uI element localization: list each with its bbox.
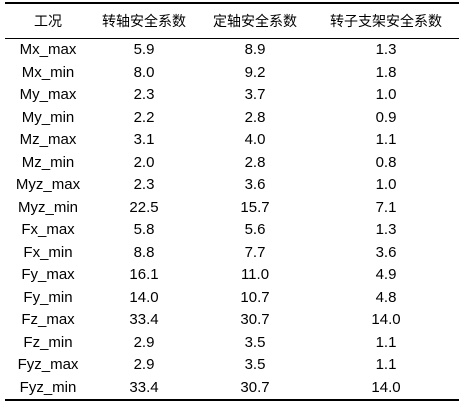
- cell-rotating-shaft-factor: 8.8: [133, 243, 155, 261]
- cell-load-case: Mx_max: [19, 41, 77, 59]
- cell-fixed-shaft-factor: 3.7: [244, 86, 266, 104]
- table-row: Mz_min 2.0 2.8 0.8: [5, 152, 459, 175]
- table-row: My_max 2.3 3.7 1.0: [5, 84, 459, 107]
- cell-rotor-bracket-factor: 1.0: [375, 86, 397, 104]
- cell-load-case: Fyz_min: [19, 378, 77, 396]
- cell-fixed-shaft-factor: 4.0: [244, 131, 266, 149]
- cell-rotating-shaft-factor: 33.4: [129, 311, 159, 329]
- cell-fixed-shaft-factor: 9.2: [244, 63, 266, 81]
- cell-rotor-bracket-factor: 0.9: [375, 108, 397, 126]
- cell-fixed-shaft-factor: 5.6: [244, 221, 266, 239]
- cell-load-case: Fyz_max: [17, 356, 79, 374]
- cell-load-case: Mz_min: [21, 153, 75, 171]
- cell-rotor-bracket-factor: 3.6: [375, 243, 397, 261]
- cell-fixed-shaft-factor: 10.7: [240, 288, 270, 306]
- cell-rotor-bracket-factor: 14.0: [371, 378, 401, 396]
- cell-rotor-bracket-factor: 1.1: [375, 333, 397, 351]
- table-row: My_min 2.2 2.8 0.9: [5, 107, 459, 130]
- header-rotating-shaft-factor: 转轴安全系数: [102, 14, 186, 30]
- cell-fixed-shaft-factor: 30.7: [240, 378, 270, 396]
- cell-rotating-shaft-factor: 3.1: [133, 131, 155, 149]
- table-row: Myz_max 2.3 3.6 1.0: [5, 174, 459, 197]
- table-row: Fyz_min 33.4 30.7 14.0: [5, 377, 459, 400]
- cell-rotating-shaft-factor: 5.9: [133, 41, 155, 59]
- cell-rotor-bracket-factor: 1.8: [375, 63, 397, 81]
- cell-fixed-shaft-factor: 3.5: [244, 333, 266, 351]
- table-row: Fy_max 16.1 11.0 4.9: [5, 264, 459, 287]
- cell-rotating-shaft-factor: 14.0: [129, 288, 159, 306]
- header-fixed-shaft-factor: 定轴安全系数: [213, 14, 297, 30]
- cell-fixed-shaft-factor: 7.7: [244, 243, 266, 261]
- safety-factor-table: 工况 转轴安全系数 定轴安全系数 转子支架安全系数 Mx_max 5.9 8.9 1.…: [5, 2, 459, 401]
- cell-load-case: Fz_min: [23, 333, 73, 351]
- cell-fixed-shaft-factor: 2.8: [244, 153, 266, 171]
- table-row: Mx_max 5.9 8.9 1.3: [5, 39, 459, 62]
- cell-load-case: My_min: [21, 108, 75, 126]
- cell-load-case: Fz_max: [21, 311, 75, 329]
- table-row: Fz_min 2.9 3.5 1.1: [5, 332, 459, 355]
- cell-fixed-shaft-factor: 3.5: [244, 356, 266, 374]
- cell-rotor-bracket-factor: 4.9: [375, 266, 397, 284]
- cell-load-case: Fx_min: [23, 243, 73, 261]
- table-row: Fyz_max 2.9 3.5 1.1: [5, 354, 459, 377]
- table-body: Mx_max 5.9 8.9 1.3 Mx_min 8.0 9.2 1.8 My_max 2.3 3…: [5, 39, 459, 400]
- table-row: Fz_max 33.4 30.7 14.0: [5, 309, 459, 332]
- cell-rotating-shaft-factor: 2.0: [133, 153, 155, 171]
- cell-rotor-bracket-factor: 0.8: [375, 153, 397, 171]
- cell-rotating-shaft-factor: 2.9: [133, 333, 155, 351]
- cell-fixed-shaft-factor: 3.6: [244, 176, 266, 194]
- cell-rotating-shaft-factor: 2.2: [133, 108, 155, 126]
- cell-rotor-bracket-factor: 4.8: [375, 288, 397, 306]
- cell-rotating-shaft-factor: 2.9: [133, 356, 155, 374]
- cell-load-case: Myz_min: [17, 198, 78, 216]
- cell-rotor-bracket-factor: 1.3: [375, 41, 397, 59]
- cell-rotor-bracket-factor: 1.1: [375, 356, 397, 374]
- cell-rotor-bracket-factor: 1.3: [375, 221, 397, 239]
- cell-rotor-bracket-factor: 7.1: [375, 198, 397, 216]
- table-row: Fy_min 14.0 10.7 4.8: [5, 287, 459, 310]
- table-row: Mx_min 8.0 9.2 1.8: [5, 62, 459, 85]
- safety-factor-table-container: 工况 转轴安全系数 定轴安全系数 转子支架安全系数 Mx_max 5.9 8.9 1.…: [5, 2, 459, 401]
- cell-load-case: My_max: [19, 86, 77, 104]
- table-header: 工况 转轴安全系数 定轴安全系数 转子支架安全系数: [5, 3, 459, 39]
- cell-rotor-bracket-factor: 1.1: [375, 131, 397, 149]
- header-load-case: 工况: [34, 14, 62, 30]
- cell-fixed-shaft-factor: 15.7: [240, 198, 270, 216]
- cell-fixed-shaft-factor: 2.8: [244, 108, 266, 126]
- cell-rotating-shaft-factor: 16.1: [129, 266, 159, 284]
- cell-load-case: Mx_min: [21, 63, 75, 81]
- table-row: Fx_max 5.8 5.6 1.3: [5, 219, 459, 242]
- cell-rotating-shaft-factor: 2.3: [133, 176, 155, 194]
- table-row: Fx_min 8.8 7.7 3.6: [5, 242, 459, 265]
- cell-fixed-shaft-factor: 11.0: [240, 266, 270, 284]
- cell-rotating-shaft-factor: 5.8: [133, 221, 155, 239]
- cell-load-case: Fy_min: [23, 288, 73, 306]
- cell-rotor-bracket-factor: 1.0: [375, 176, 397, 194]
- cell-rotating-shaft-factor: 2.3: [133, 86, 155, 104]
- cell-rotating-shaft-factor: 22.5: [129, 198, 159, 216]
- table-row: Mz_max 3.1 4.0 1.1: [5, 129, 459, 152]
- cell-load-case: Myz_max: [15, 176, 81, 194]
- cell-load-case: Mz_max: [19, 131, 77, 149]
- cell-load-case: Fy_max: [21, 266, 75, 284]
- cell-rotating-shaft-factor: 33.4: [129, 378, 159, 396]
- cell-rotor-bracket-factor: 14.0: [371, 311, 401, 329]
- cell-fixed-shaft-factor: 8.9: [244, 41, 266, 59]
- cell-fixed-shaft-factor: 30.7: [240, 311, 270, 329]
- header-rotor-bracket-factor: 转子支架安全系数: [330, 14, 442, 30]
- cell-load-case: Fx_max: [21, 221, 75, 239]
- header-row: 工况 转轴安全系数 定轴安全系数 转子支架安全系数: [5, 3, 459, 39]
- cell-rotating-shaft-factor: 8.0: [133, 63, 155, 81]
- table-row: Myz_min 22.5 15.7 7.1: [5, 197, 459, 220]
